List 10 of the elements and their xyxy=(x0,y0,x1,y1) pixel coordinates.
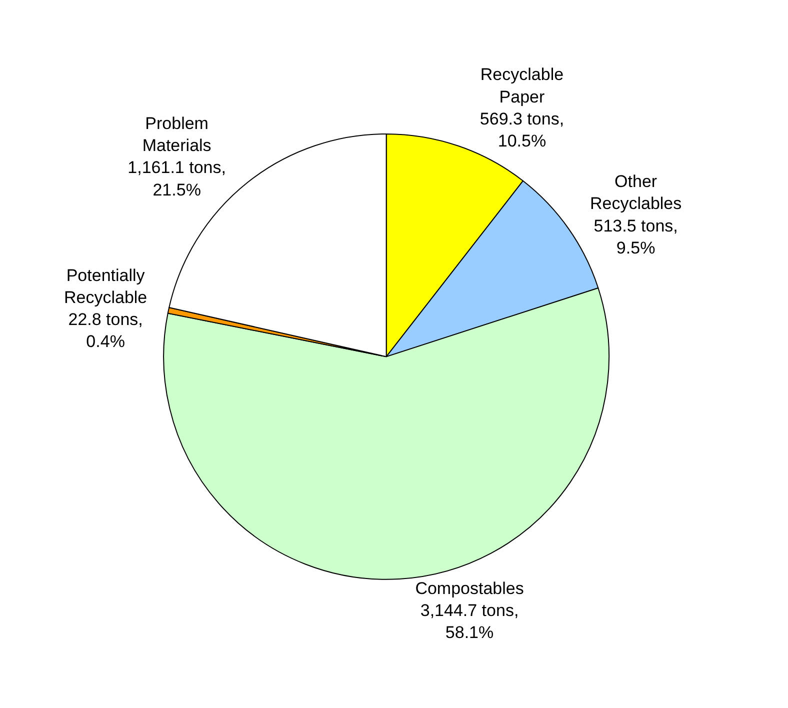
slice-label: Potentially Recyclable xyxy=(64,266,148,307)
slice-label: Compostables xyxy=(415,578,524,598)
data-label: 569.3 tons, 10.5% xyxy=(480,109,564,150)
data-label: 1,161.1 tons, 21.5% xyxy=(128,158,226,200)
slice-label: Recyclable Paper xyxy=(480,65,564,106)
slice-label: Other Recyclables xyxy=(590,172,682,214)
data-label: 513.5 tons, 9.5% xyxy=(594,216,678,258)
data-label: 3,144.7 tons, 58.1% xyxy=(420,601,519,642)
data-label: 22.8 tons, 0.4% xyxy=(68,310,143,352)
slice-label: Problem Materials xyxy=(142,114,212,156)
